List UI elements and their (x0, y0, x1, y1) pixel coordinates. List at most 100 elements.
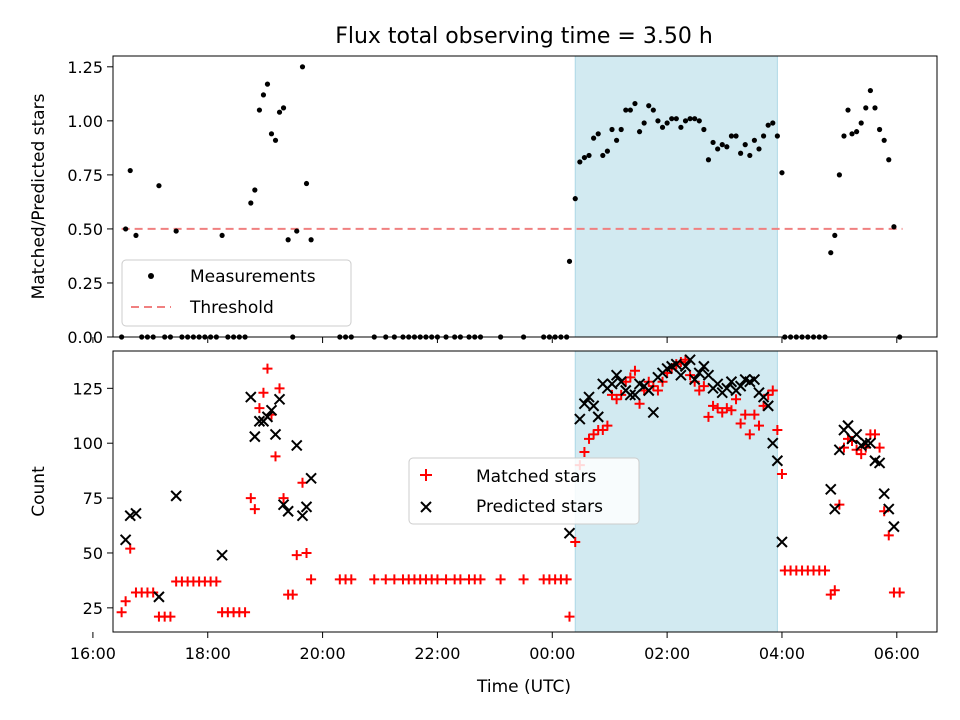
predicted-star-point (615, 376, 627, 388)
y-tick-label: 50 (83, 544, 103, 563)
predicted-star-point (767, 437, 779, 449)
measurement-point (738, 150, 744, 156)
matched-star-point (597, 425, 608, 436)
y-tick-label: 125 (72, 379, 103, 398)
predicted-star-point (842, 419, 854, 432)
matched-star-point (735, 418, 746, 429)
matched-star-point (894, 587, 905, 598)
matched-star-point (211, 576, 222, 587)
matched-star-point (721, 403, 732, 414)
predicted-star-point (647, 406, 660, 419)
predicted-star-point (829, 503, 841, 515)
predicted-star-point (771, 455, 784, 467)
predicted-star-point (282, 505, 294, 517)
predicted-star-point (610, 369, 623, 381)
measurement-point (650, 107, 656, 113)
x-tick-label: 02:00 (644, 644, 690, 663)
measurement-point (765, 122, 771, 128)
measurement-point (127, 167, 133, 174)
matched-star-point (625, 372, 636, 383)
predicted-star-point (776, 536, 788, 548)
measurement-point (268, 131, 275, 137)
predicted-star-point (734, 380, 747, 392)
measurement-point (673, 116, 679, 122)
measurement-point (572, 196, 578, 202)
measurement-point (303, 180, 310, 187)
measurement-point (760, 133, 767, 139)
x-tick-label: 22:00 (414, 644, 460, 663)
count-axis-ticks: 25 50 75 100 125 16:00 18:00 20:00 22:00 00:00 02:… (70, 379, 920, 663)
matched-star-point (455, 574, 466, 585)
measurement-point (260, 92, 267, 98)
count-marks (116, 354, 905, 622)
matched-star-point (240, 607, 251, 618)
measurement-point (618, 126, 624, 133)
measurement-point (123, 226, 129, 232)
measurement-point (728, 133, 735, 139)
predicted-star-point (606, 378, 618, 390)
predicted-star-point (296, 509, 309, 522)
predicted-star-point (675, 369, 687, 381)
matched-star-point (652, 385, 663, 396)
y-tick-label: 100 (72, 434, 103, 453)
measurement-point (219, 232, 225, 239)
measurement-point (841, 133, 847, 139)
predicted-star-point (624, 389, 637, 401)
matched-star-point (389, 574, 400, 585)
measurement-point (770, 120, 776, 126)
measurement-point (858, 120, 864, 126)
measurement-point (655, 118, 661, 124)
predicted-star-point (587, 400, 600, 412)
predicted-star-point (883, 503, 895, 515)
measurement-point (272, 137, 279, 143)
measurement-point (872, 105, 878, 111)
measurement-point (264, 81, 271, 87)
measurement-point (719, 142, 725, 148)
predicted-star-point (873, 457, 886, 469)
matched-star-point (874, 442, 885, 453)
y-tick-label: 1.25 (67, 58, 103, 77)
predicted-star-point (757, 391, 770, 403)
count-legend-box (408, 457, 640, 525)
count-panel-frame (112, 350, 938, 633)
measurement-point (867, 87, 873, 94)
predicted-star-point (643, 384, 655, 397)
predicted-star-point (679, 360, 692, 373)
predicted-star-point (291, 439, 303, 452)
y-tick-label: 25 (83, 599, 103, 618)
measurement-point (623, 107, 629, 113)
predicted-star-point (864, 437, 877, 449)
predicted-star-point (688, 373, 701, 386)
matched-star-point (740, 409, 751, 420)
measurement-point (701, 126, 707, 133)
matched-star-point (441, 574, 452, 585)
matched-star-point (346, 574, 357, 585)
matched-star-point (767, 385, 778, 396)
matched-star-point (579, 446, 590, 457)
x-tick-label: 20:00 (300, 644, 346, 663)
measurement-point (696, 118, 702, 124)
matched-star-point (611, 394, 622, 405)
measurement-point (669, 116, 675, 122)
matched-star-point (698, 381, 709, 392)
matched-star-point (694, 385, 705, 396)
predicted-star-point (860, 437, 872, 449)
measurement-point (692, 116, 698, 122)
measurement-point (863, 105, 869, 111)
measurement-point (276, 109, 283, 115)
measurement-point (828, 250, 834, 256)
matched-star-point (518, 574, 529, 585)
measurement-point (845, 107, 851, 113)
matched-star-point (749, 409, 760, 420)
measurement-point (659, 124, 666, 130)
matched-star-point (254, 403, 265, 414)
predicted-star-point (825, 483, 837, 496)
measurement-point (742, 142, 748, 148)
x-tick-label: 06:00 (874, 644, 920, 663)
predicted-star-point (253, 415, 266, 427)
matched-star-point (270, 451, 281, 462)
observing-window-span (574, 55, 778, 338)
matched-star-point (432, 574, 443, 585)
